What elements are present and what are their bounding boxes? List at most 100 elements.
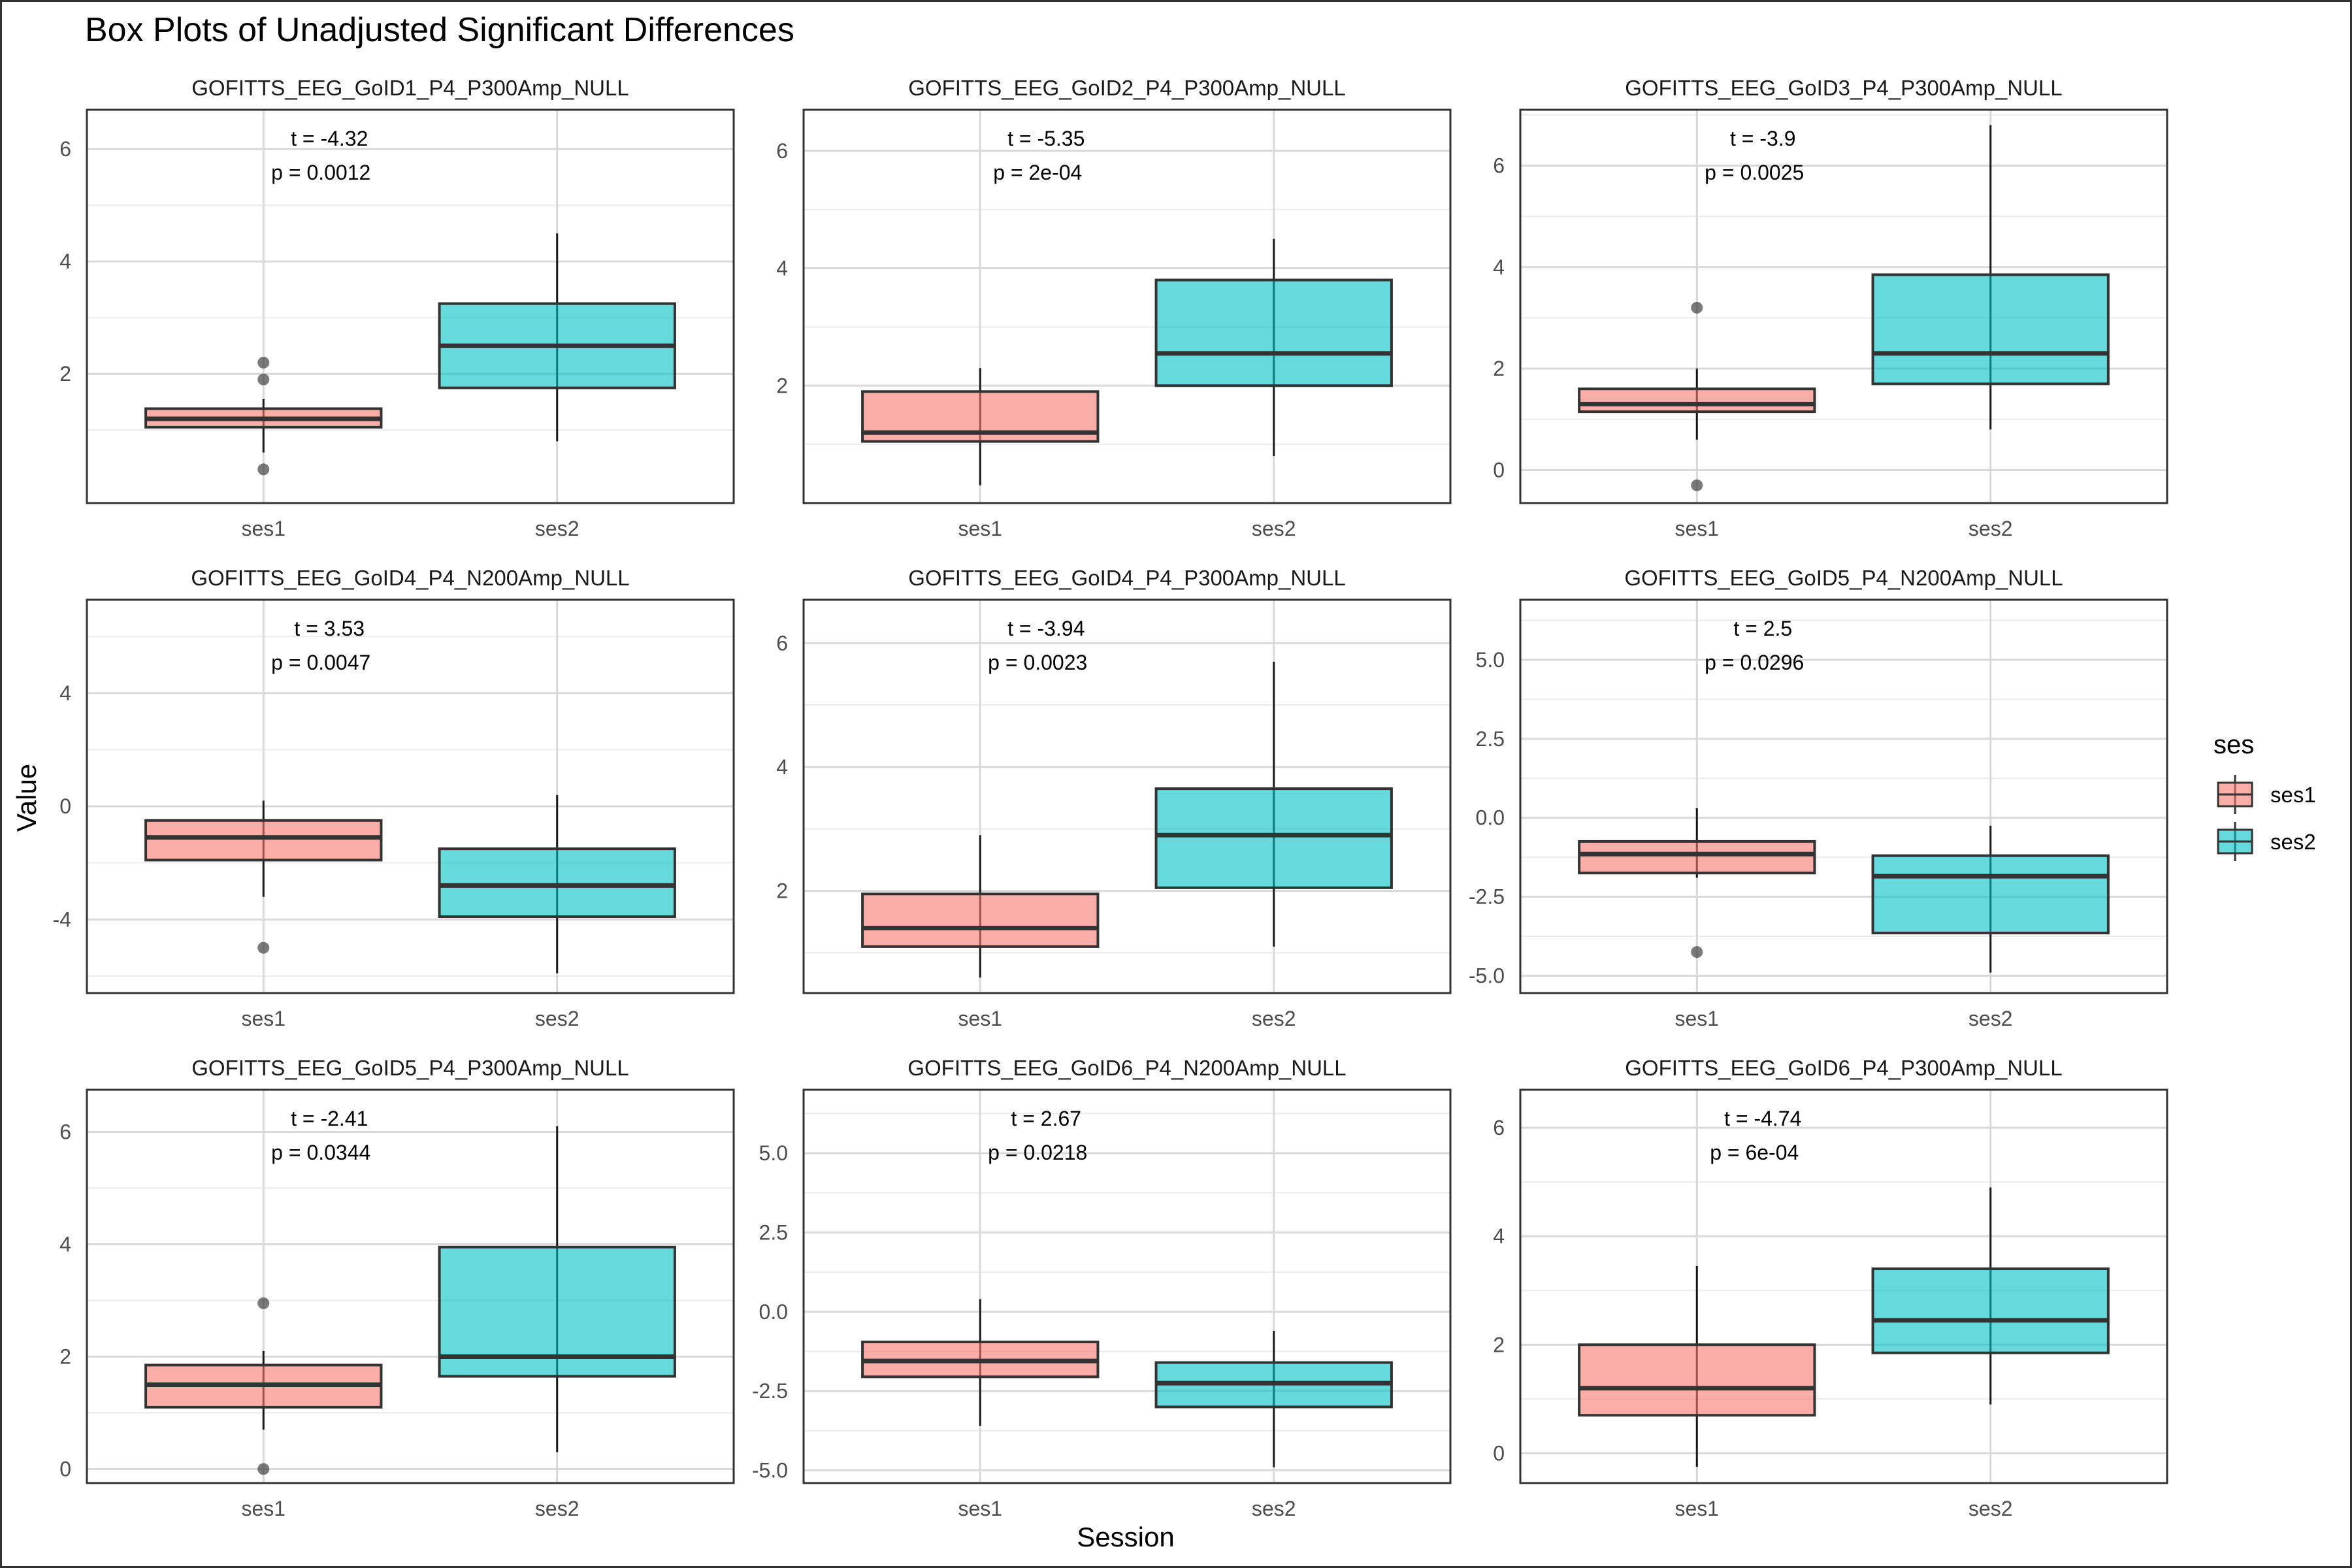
y-tick-label: 6: [1493, 1116, 1505, 1139]
panel-title: GOFITTS_EEG_GoID5_P4_N200Amp_NULL: [1624, 566, 2063, 590]
panel-border: [1519, 598, 2168, 994]
annotation-t: t = 3.53: [294, 617, 365, 640]
x-tick-label: ses1: [958, 1007, 1002, 1030]
y-tick-label: 4: [59, 250, 71, 273]
y-tick-label: 2.5: [1476, 727, 1505, 751]
box-iqr: [1578, 387, 1816, 414]
facet-panel: -5.0 -2.5 0.0 2.5 5.0 ses1 ses2 GOFITTS_EEG_GoI…: [1469, 566, 2168, 1030]
x-tick-label: ses2: [1968, 1007, 2013, 1030]
facet-panel: 0 2 4 6 ses1 ses2 GOFITTS_EEG_GoID5_P4_P300Amp…: [59, 1056, 735, 1520]
annotation-p: p = 0.0025: [1705, 161, 1804, 184]
legend: ses ses1 ses2: [2213, 730, 2316, 861]
box-ses2: [1154, 238, 1393, 457]
facet-panel: 0 2 4 6 ses1 ses2 GOFITTS_EEG_GoID6_P4_P300Amp…: [1493, 1056, 2168, 1520]
annotation-t: t = -4.74: [1724, 1107, 1801, 1130]
y-tick-label: 0.0: [1476, 806, 1505, 830]
y-tick-label: 6: [776, 631, 788, 655]
y-tick-label: 0: [1493, 459, 1505, 482]
facet-panel: 2 4 6 ses1 ses2 GOFITTS_EEG_GoID4_P4_P300Amp_…: [776, 566, 1452, 1030]
annotation-p: p = 0.0012: [271, 161, 370, 184]
panel-title: GOFITTS_EEG_GoID4_P4_P300Amp_NULL: [908, 566, 1345, 590]
box-ses2: [1871, 125, 2110, 430]
box-ses1: [144, 357, 383, 476]
y-tick-label: 2: [59, 1345, 71, 1369]
y-tick-label: -4: [53, 907, 71, 931]
y-tick-label: 4: [59, 681, 71, 705]
annotation-t: t = -5.35: [1007, 127, 1085, 150]
box-iqr: [861, 892, 1100, 948]
y-tick-label: 2: [776, 374, 788, 397]
y-tick-label: 2: [1493, 357, 1505, 380]
panel-border: [86, 108, 735, 504]
x-tick-label: ses2: [1968, 517, 2013, 540]
panel-background: [804, 1090, 1450, 1483]
outlier-point: [257, 1463, 270, 1475]
panel-border: [802, 598, 1452, 994]
outlier-point: [1691, 946, 1703, 958]
y-tick-label: -5.0: [1469, 964, 1505, 987]
x-tick-label: ses1: [241, 1007, 286, 1030]
annotation-p: p = 6e-04: [1710, 1141, 1799, 1164]
y-tick-label: -2.5: [1469, 885, 1505, 909]
panel-title: GOFITTS_EEG_GoID6_P4_N200Amp_NULL: [907, 1056, 1346, 1080]
box-iqr: [1871, 1267, 2110, 1354]
annotation-p: p = 0.0218: [988, 1141, 1087, 1164]
panel-title: GOFITTS_EEG_GoID3_P4_P300Amp_NULL: [1625, 76, 2062, 100]
y-tick-label: 0.0: [759, 1300, 788, 1324]
box-ses1: [861, 1299, 1100, 1426]
box-iqr: [1578, 840, 1816, 875]
box-iqr: [1154, 278, 1393, 387]
facet-panel: 2 4 6 ses1 ses2 GOFITTS_EEG_GoID1_P4_P300Amp_…: [59, 76, 735, 540]
y-tick-label: 2: [59, 362, 71, 385]
y-tick-label: -5.0: [752, 1459, 788, 1482]
legend-label: ses1: [2270, 783, 2316, 807]
x-tick-label: ses1: [958, 1497, 1002, 1520]
box-ses1: [144, 800, 383, 954]
x-tick-label: ses1: [1674, 1497, 1719, 1520]
box-iqr: [1154, 787, 1393, 889]
y-tick-label: 0: [59, 1458, 71, 1481]
box-ses2: [438, 1126, 676, 1452]
box-ses1: [1578, 1266, 1816, 1467]
box-ses1: [1578, 808, 1816, 958]
y-tick-label: -2.5: [752, 1379, 788, 1403]
box-ses2: [1154, 1330, 1393, 1467]
x-tick-label: ses2: [535, 517, 580, 540]
box-iqr: [1871, 854, 2110, 935]
box-ses2: [438, 794, 676, 973]
outlier-point: [257, 357, 270, 368]
box-ses2: [1154, 661, 1393, 947]
x-tick-label: ses2: [1252, 517, 1296, 540]
panel-border: [1519, 1088, 2168, 1484]
facet-panel: -4 0 4 ses1 ses2 GOFITTS_EEG_GoID4_P4_N200Amp…: [53, 566, 735, 1030]
x-tick-label: ses1: [241, 517, 286, 540]
box-ses1: [1578, 301, 1816, 491]
y-tick-label: 4: [776, 755, 788, 779]
x-tick-label: ses2: [1252, 1007, 1296, 1030]
box-ses2: [1871, 825, 2110, 973]
panel-border: [1519, 108, 2168, 504]
box-iqr: [1871, 273, 2110, 385]
x-tick-label: ses1: [958, 517, 1002, 540]
y-tick-label: 0: [1493, 1441, 1505, 1465]
outlier-point: [257, 373, 270, 385]
legend-item-ses2: ses2: [2217, 822, 2316, 861]
x-tick-label: ses2: [535, 1007, 580, 1030]
annotation-p: p = 0.0296: [1705, 651, 1804, 674]
y-tick-label: 4: [1493, 1224, 1505, 1248]
y-tick-label: 5.0: [759, 1141, 788, 1165]
outlier-point: [257, 1297, 270, 1309]
y-tick-label: 6: [1493, 154, 1505, 177]
y-tick-label: 4: [1493, 255, 1505, 279]
annotation-t: t = -3.9: [1730, 127, 1796, 150]
annotation-p: p = 0.0047: [271, 651, 370, 674]
box-ses1: [861, 368, 1100, 486]
annotation-p: p = 2e-04: [993, 161, 1082, 184]
x-tick-label: ses2: [535, 1497, 580, 1520]
y-tick-label: 6: [59, 1120, 71, 1144]
panel-title: GOFITTS_EEG_GoID2_P4_P300Amp_NULL: [908, 76, 1345, 100]
panel-border: [86, 1088, 735, 1484]
box-iqr: [144, 819, 383, 862]
